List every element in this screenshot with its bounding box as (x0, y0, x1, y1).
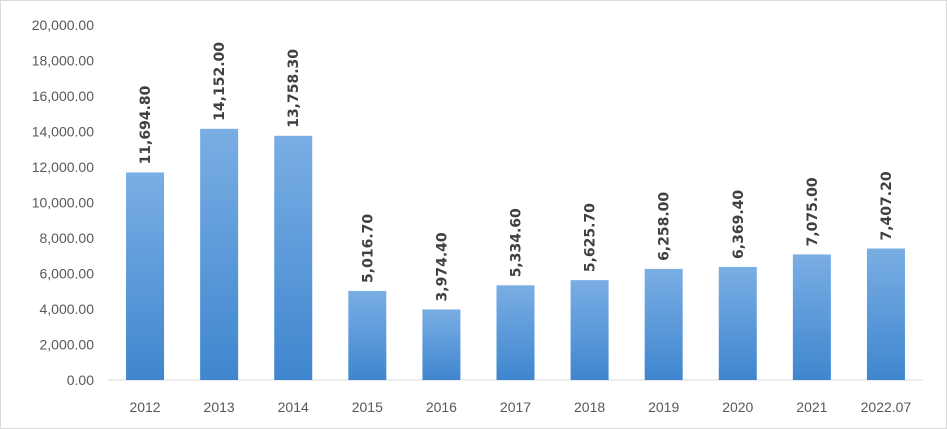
x-tick-label-2016: 2016 (426, 399, 457, 415)
y-tick-label: 8,000.00 (40, 230, 95, 246)
y-tick-label: 10,000.00 (32, 195, 94, 211)
x-tick-label-2013: 2013 (204, 399, 235, 415)
y-tick-label: 18,000.00 (32, 53, 94, 69)
bar-2020 (718, 266, 757, 380)
x-tick-label-2022.07: 2022.07 (861, 399, 912, 415)
x-tick-label-2019: 2019 (648, 399, 679, 415)
data-label-2014: 13,758.30 (286, 49, 302, 128)
bar-2022.07 (866, 248, 905, 380)
bar-2013 (200, 128, 239, 380)
bar-labels: 11,694.80 14,152.00 13,758.30 5,016.70 3,974… (138, 42, 895, 302)
bar-2017 (496, 285, 535, 380)
data-label-2012: 11,694.80 (138, 85, 154, 164)
y-axis-labels: 0.00 2,000.00 4,000.00 6,000.00 8,000.00 10,0… (32, 17, 95, 388)
data-label-2022.07: 7,407.20 (879, 171, 895, 240)
data-label-2019: 6,258.00 (657, 192, 673, 261)
bar-2019 (644, 268, 683, 380)
bar-2016 (422, 309, 461, 380)
y-tick-label: 6,000.00 (40, 266, 95, 282)
y-tick-label: 14,000.00 (32, 124, 94, 140)
x-tick-label-2015: 2015 (352, 399, 383, 415)
x-tick-label-2018: 2018 (574, 399, 605, 415)
data-label-2015: 5,016.70 (360, 214, 376, 283)
bars (126, 128, 905, 380)
bar-2021 (792, 254, 831, 380)
data-label-2017: 5,334.60 (509, 208, 525, 277)
data-label-2018: 5,625.70 (583, 203, 599, 272)
bar-2018 (570, 280, 609, 380)
x-tick-label-2020: 2020 (722, 399, 753, 415)
x-axis-labels: 2012 2013 2014 2015 2016 2017 2018 2019 2020 2021… (129, 399, 911, 415)
data-label-2020: 6,369.40 (731, 190, 747, 259)
x-tick-label-2012: 2012 (129, 399, 160, 415)
y-tick-label: 4,000.00 (40, 301, 95, 317)
y-tick-label: 20,000.00 (32, 17, 94, 33)
bar-2012 (126, 172, 165, 380)
bar-2015 (348, 290, 387, 380)
x-tick-label-2017: 2017 (500, 399, 531, 415)
y-tick-label: 12,000.00 (32, 159, 94, 175)
x-tick-label-2021: 2021 (796, 399, 827, 415)
data-label-2013: 14,152.00 (212, 42, 228, 121)
data-label-2021: 7,075.00 (805, 177, 821, 246)
y-tick-label: 16,000.00 (32, 88, 94, 104)
y-tick-label: 2,000.00 (40, 337, 95, 353)
bar-2014 (274, 135, 313, 380)
data-label-2016: 3,974.40 (434, 232, 450, 301)
y-tick-label: 0.00 (67, 372, 94, 388)
x-tick-label-2014: 2014 (278, 399, 309, 415)
